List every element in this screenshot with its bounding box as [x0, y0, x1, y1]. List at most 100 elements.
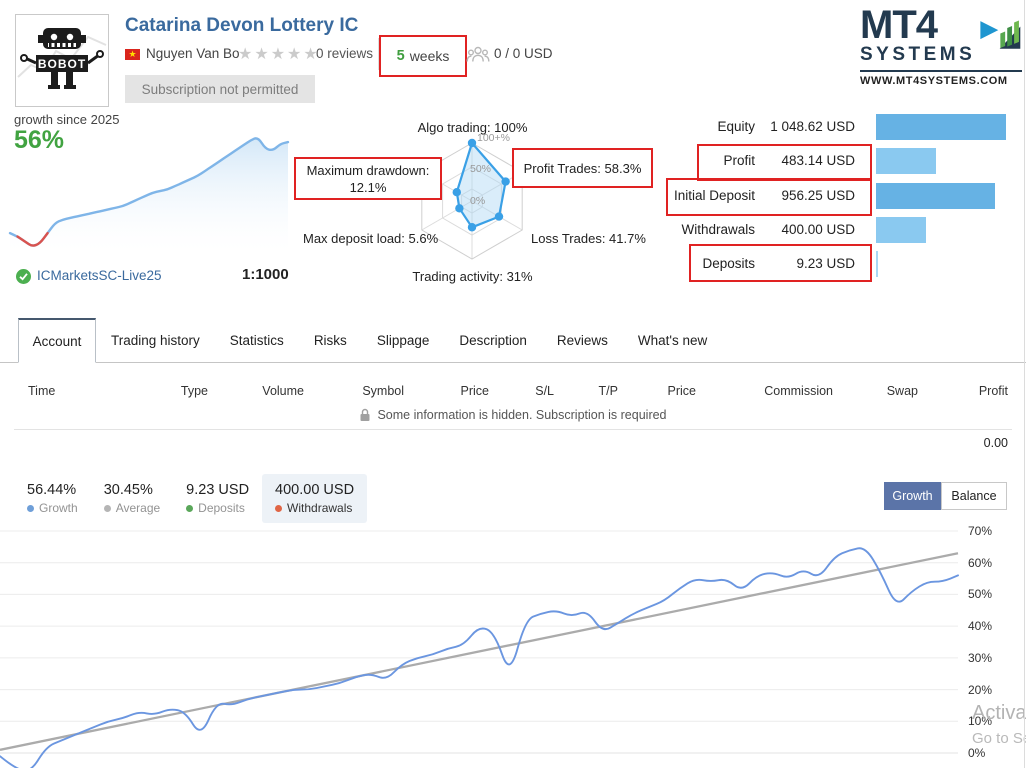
- brand-url-link[interactable]: WWW.MT4SYSTEMS.COM: [860, 75, 1008, 87]
- author-link[interactable]: Nguyen Van Bo: [146, 46, 240, 61]
- column-header-price-7: Price: [667, 384, 696, 398]
- column-header-time-0: Time: [28, 384, 56, 398]
- brand-graphic-icon: [980, 20, 1021, 49]
- stat-value-deposits: 9.23 USD: [796, 256, 855, 271]
- ytick-10pct: 10%: [968, 714, 993, 729]
- summary-label-average: Average: [103, 501, 160, 515]
- radar-label-max-drawdown-annotated: Maximum drawdown: 12.1%: [294, 157, 442, 200]
- ytick-70pct: 70%: [968, 524, 993, 538]
- brand-divider: [860, 70, 1022, 72]
- balance-toggle-button[interactable]: Balance: [941, 482, 1007, 510]
- tab-description[interactable]: Description: [459, 332, 527, 348]
- profit-total: 0.00: [983, 436, 1008, 450]
- summary-average: 30.45% Average: [91, 474, 173, 523]
- broker-account-link[interactable]: ICMarketsSC-Live25: [37, 268, 162, 283]
- column-header-price-4: Price: [460, 384, 489, 398]
- growth-percentage: 56%: [14, 126, 65, 154]
- stat-label-deposits: Deposits: [702, 256, 755, 271]
- stat-bar-withdrawals: [876, 217, 926, 243]
- column-header-volume-2: Volume: [262, 384, 304, 398]
- summary-value-average: 30.45%: [103, 482, 153, 498]
- radar-label-trading-activity: Trading activity: 31%: [412, 269, 533, 284]
- subscription-status-button[interactable]: Subscription not permitted: [125, 75, 315, 103]
- summary-label-growth: Growth: [27, 501, 78, 515]
- age-number: 5: [396, 48, 405, 64]
- stat-value-equity: 1 048.62 USD: [770, 119, 855, 134]
- legend-dot-growth: [27, 504, 34, 512]
- mt4systems-banner: MT4 SYSTEMS WWW.MT4SYSTEMS.COM: [860, 3, 1022, 87]
- verified-check-icon: [16, 269, 31, 284]
- stat-value-withdrawals: 400.00 USD: [781, 222, 855, 237]
- subscribers-count: 0 / 0 USD: [494, 46, 553, 61]
- table-divider: [14, 429, 1012, 430]
- age-unit: weeks: [409, 48, 450, 64]
- ytick-20pct: 20%: [968, 682, 993, 697]
- summary-label-withdrawals: Withdrawals: [275, 501, 354, 515]
- ytick-50pct: 50%: [968, 587, 993, 602]
- ytick-30pct: 30%: [968, 650, 993, 665]
- hidden-info-notice: Some information is hidden. Subscription…: [0, 408, 1026, 422]
- tab-trading-history[interactable]: Trading history: [111, 332, 200, 348]
- growth-toggle-button[interactable]: Growth: [884, 482, 941, 510]
- summary-value-withdrawals: 400.00 USD: [275, 482, 355, 498]
- stat-value-initial-deposit: 956.25 USD: [781, 188, 855, 203]
- signal-logo: BOBOT: [15, 14, 109, 107]
- stat-label-withdrawals: Withdrawals: [681, 222, 755, 237]
- svg-text:BOBOT: BOBOT: [38, 57, 86, 71]
- tab-bar: Account Trading history Statistics Risks Sli…: [0, 318, 1026, 363]
- stat-label-equity: Equity: [717, 119, 755, 134]
- column-header-commission-8: Commission: [764, 384, 833, 398]
- growth-since-label: growth since 2025: [14, 112, 120, 127]
- stat-bar-initial-deposit: [876, 183, 995, 209]
- page-title: Catarina Devon Lottery IC: [125, 15, 359, 36]
- leverage-value: 1:1000: [242, 266, 289, 283]
- brand-name-top: MT4: [860, 3, 938, 47]
- ytick-0pct: 0%: [968, 746, 986, 760]
- summary-withdrawals: 400.00 USD Withdrawals: [262, 474, 368, 523]
- radar-ring-0: 0%: [470, 195, 486, 207]
- summary-stats-row: 56.44% Growth 30.45% Average 9.23 USD Deposit…: [14, 474, 368, 523]
- stat-label-profit: Profit: [723, 153, 755, 168]
- summary-growth: 56.44% Growth: [14, 474, 91, 523]
- chart-mode-toggle: Growth Balance: [884, 482, 1007, 510]
- column-header-symbol-3: Symbol: [362, 384, 404, 398]
- trades-table-header: Time Type Volume Symbol Price S/L T/P Price Comm…: [0, 384, 1026, 398]
- radar-ring-50: 50%: [470, 163, 492, 175]
- annotation-box-deposits: [689, 244, 872, 282]
- star-rating: ★★★★★: [238, 46, 320, 63]
- ytick-60pct: 60%: [968, 555, 993, 570]
- tab-account[interactable]: Account: [18, 318, 96, 363]
- tab-risks[interactable]: Risks: [313, 332, 347, 348]
- reviews-link[interactable]: 0 reviews: [316, 46, 374, 61]
- column-header-profit-10: Profit: [978, 384, 1008, 398]
- ytick-40pct: 40%: [968, 619, 993, 634]
- legend-dot-average: [103, 504, 111, 512]
- main-growth-chart: [0, 530, 959, 768]
- radar-label-profit-trades-annotated: Profit Trades: 58.3%: [512, 148, 653, 188]
- screen-edge: [1024, 0, 1025, 768]
- tab-slippage[interactable]: Slippage: [376, 332, 430, 348]
- radar-label-algo-trading: Algo trading: 100%: [417, 120, 528, 135]
- stat-bar-deposits: [876, 251, 878, 277]
- stat-bar-profit: [876, 148, 936, 174]
- tab-reviews[interactable]: Reviews: [556, 332, 608, 348]
- column-header-type-1: Type: [180, 384, 208, 398]
- robot-logo-image: BOBOT: [17, 28, 107, 89]
- lock-icon: [360, 408, 370, 421]
- column-header-swap-9: Swap: [886, 384, 918, 398]
- summary-deposits: 9.23 USD Deposits: [173, 474, 262, 523]
- stat-bar-equity: [876, 114, 1006, 140]
- stat-label-initial-deposit: Initial Deposit: [673, 188, 755, 203]
- stat-value-profit: 483.14 USD: [781, 153, 855, 168]
- watermark-line1: Activa: [972, 702, 1026, 724]
- tab-what-s-new[interactable]: What's new: [637, 332, 708, 348]
- mini-growth-chart: [8, 137, 290, 252]
- annotation-box-profit: [697, 144, 872, 181]
- legend-dot-deposits: [186, 504, 194, 512]
- signal-age-annotated: 5 weeks: [379, 35, 467, 77]
- tab-statistics[interactable]: Statistics: [229, 332, 284, 348]
- column-header-t-p-6: T/P: [598, 384, 618, 398]
- radar-label-loss-trades: Loss Trades: 41.7%: [531, 231, 646, 246]
- annotation-box-initial-deposit: [666, 178, 872, 216]
- vietnam-flag-icon: ★: [125, 49, 140, 60]
